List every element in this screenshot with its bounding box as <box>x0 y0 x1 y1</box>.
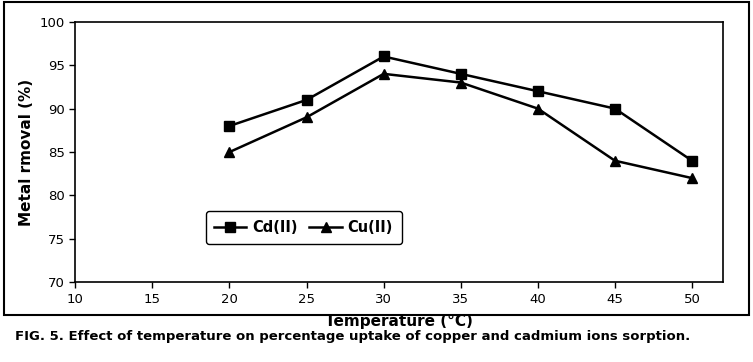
Cu(II) <box>611 159 620 163</box>
Cd(II) <box>611 106 620 111</box>
Line: Cu(II): Cu(II) <box>224 69 697 183</box>
Y-axis label: Metal rmoval (%): Metal rmoval (%) <box>19 79 34 226</box>
Cd(II) <box>225 124 234 128</box>
Cu(II) <box>533 106 542 111</box>
Cd(II) <box>687 159 697 163</box>
Text: FIG. 5. Effect of temperature on percentage uptake of copper and cadmium ions so: FIG. 5. Effect of temperature on percent… <box>15 330 691 343</box>
Cu(II) <box>225 150 234 154</box>
X-axis label: Temperature (°C): Temperature (°C) <box>325 314 473 329</box>
Cu(II) <box>302 115 311 119</box>
Cd(II) <box>533 89 542 93</box>
Cu(II) <box>687 176 697 180</box>
Line: Cd(II): Cd(II) <box>224 52 697 165</box>
Cd(II) <box>302 98 311 102</box>
Cd(II) <box>456 72 465 76</box>
Cu(II) <box>380 72 389 76</box>
Cd(II) <box>380 54 389 59</box>
Cu(II) <box>456 80 465 85</box>
Legend: Cd(II), Cu(II): Cd(II), Cu(II) <box>206 211 401 244</box>
